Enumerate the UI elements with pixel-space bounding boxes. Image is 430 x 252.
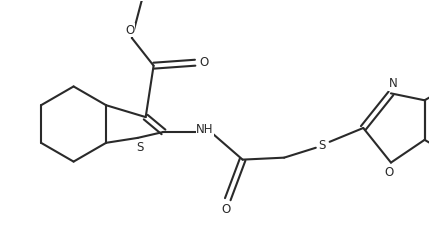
Text: S: S [317,139,325,152]
Text: O: O [125,24,134,37]
Text: O: O [221,203,230,215]
Text: O: O [199,56,208,69]
Text: NH: NH [196,123,213,136]
Text: N: N [388,77,396,90]
Text: S: S [136,141,143,154]
Text: O: O [384,166,393,179]
